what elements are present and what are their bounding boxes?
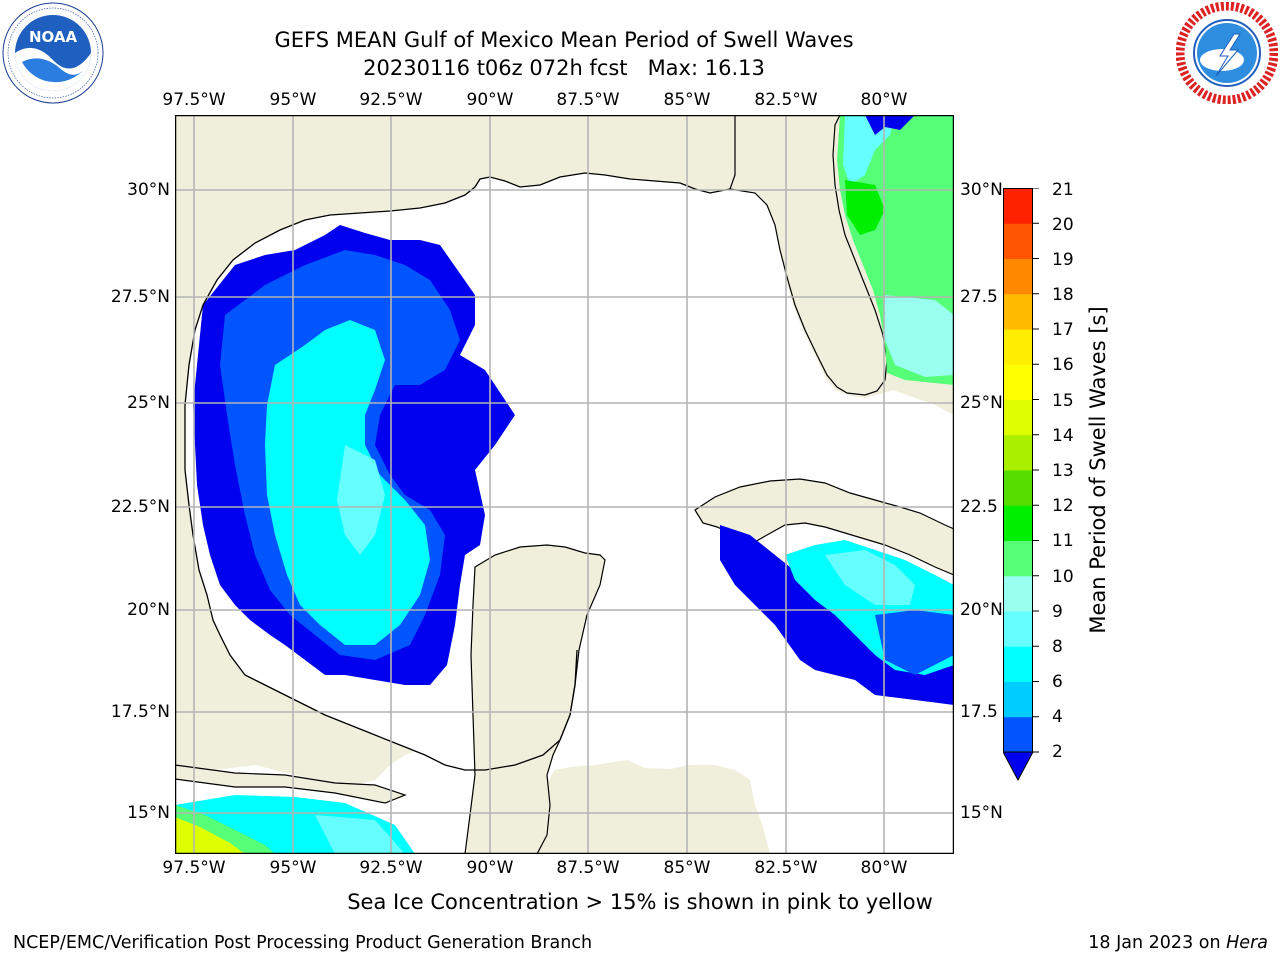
atlantic-swell-cyan: [843, 115, 895, 185]
lat-label-right: 17.5: [960, 702, 998, 722]
colorbar-tick: 19: [1052, 250, 1074, 270]
colorbar-segment: [1003, 399, 1033, 436]
lon-label-top: 87.5°W: [556, 90, 620, 110]
colorbar: [1002, 187, 1043, 792]
colorbar-segment: [1003, 188, 1033, 224]
colorbar-tick: 17: [1052, 320, 1074, 340]
caribbean-swell-mid: [875, 610, 954, 675]
pacific-swell-yellow: [175, 817, 245, 854]
colorbar-segment: [1003, 434, 1033, 471]
lat-label-right: 25°N: [960, 393, 1003, 413]
lon-label-bottom: 95°W: [269, 858, 317, 878]
lat-label-left: 30°N: [127, 180, 170, 200]
colorbar-tick: 10: [1052, 567, 1074, 587]
cuba-land: [694, 478, 954, 576]
colorbar-segment: [1003, 646, 1033, 682]
nws-logo: [1175, 1, 1279, 105]
colorbar-segment: [1003, 540, 1033, 577]
colorbar-segment: [1003, 364, 1033, 400]
coastline: [184, 172, 731, 771]
lat-label-left: 25°N: [127, 393, 170, 413]
lon-label-top: 95°W: [269, 90, 317, 110]
caribbean-swell-light: [825, 550, 915, 605]
footer-host: Hera: [1226, 933, 1268, 953]
lon-label-top: 92.5°W: [359, 90, 423, 110]
svg-text:NOAA: NOAA: [29, 28, 78, 46]
colorbar-extend-arrow: [1002, 751, 1034, 782]
colorbar-segment: [1003, 611, 1033, 647]
colorbar-segment: [1003, 293, 1033, 330]
lon-label-bottom: 87.5°W: [556, 858, 620, 878]
lat-label-right: 30°N: [960, 180, 1003, 200]
lat-label-left: 17.5°N: [110, 702, 170, 722]
colorbar-tick: 13: [1052, 461, 1074, 481]
lon-label-bottom: 97.5°W: [162, 858, 226, 878]
colorbar-segment: [1003, 470, 1033, 506]
colorbar-tick: 2: [1052, 742, 1063, 762]
graticule: [175, 115, 954, 854]
lat-label-right: 20°N: [960, 600, 1003, 620]
colorbar-segment: [1003, 258, 1033, 295]
map-panel: [174, 114, 955, 855]
colorbar-tick: 8: [1052, 637, 1063, 657]
colorbar-tick: 11: [1052, 531, 1074, 551]
lon-label-top: 97.5°W: [162, 90, 226, 110]
colorbar-graphic: [1002, 187, 1039, 782]
lat-label-right: 15°N: [960, 803, 1003, 823]
colorbar-tick: 16: [1052, 355, 1074, 375]
colorbar-tick: 4: [1052, 707, 1063, 727]
bahamas-swell: [883, 295, 954, 377]
footer-date: 18 Jan 2023 on Hera: [1088, 933, 1268, 953]
colorbar-tick: 14: [1052, 426, 1074, 446]
atlantic-swell-blue: [865, 115, 915, 135]
pacific-swell-light: [315, 815, 405, 854]
map-subtitle: 20230116 t06z 072h fcst Max: 16.13: [363, 56, 765, 80]
lat-label-left: 20°N: [127, 600, 170, 620]
lon-label-bottom: 80°W: [860, 858, 908, 878]
sea-ice-note: Sea Ice Concentration > 15% is shown in …: [347, 890, 933, 914]
colorbar-label: Mean Period of Swell Waves [s]: [1086, 306, 1110, 634]
colorbar-tick: 15: [1052, 391, 1074, 411]
lat-label-right: 22.5: [960, 497, 998, 517]
lon-label-top: 80°W: [860, 90, 908, 110]
colorbar-tick: 9: [1052, 602, 1063, 622]
lon-label-bottom: 90°W: [466, 858, 514, 878]
footer-credit: NCEP/EMC/Verification Post Processing Pr…: [13, 933, 593, 953]
map-canvas: [174, 114, 955, 855]
colorbar-border: [1003, 188, 1033, 753]
lat-label-left: 15°N: [127, 803, 170, 823]
gulf-swell-light: [337, 445, 385, 555]
atlantic-swell-deepgreen: [845, 180, 885, 235]
lon-label-top: 85°W: [663, 90, 711, 110]
lat-label-left: 22.5°N: [110, 497, 170, 517]
colorbar-tick: 18: [1052, 285, 1074, 305]
colorbar-segment: [1003, 329, 1033, 365]
lon-label-bottom: 85°W: [663, 858, 711, 878]
lon-label-bottom: 82.5°W: [754, 858, 818, 878]
colorbar-segment: [1003, 716, 1033, 753]
colorbar-segment: [1003, 681, 1033, 718]
colorbar-tick: 20: [1052, 215, 1074, 235]
lon-label-top: 82.5°W: [754, 90, 818, 110]
map-title: GEFS MEAN Gulf of Mexico Mean Period of …: [274, 28, 854, 52]
footer-date-text: 18 Jan 2023 on: [1088, 933, 1227, 953]
map-border: [174, 114, 955, 855]
colorbar-segment: [1003, 223, 1033, 259]
lon-label-bottom: 92.5°W: [359, 858, 423, 878]
colorbar-tick: 12: [1052, 496, 1074, 516]
central-america-land: [175, 764, 407, 804]
noaa-logo: NOAA: [2, 2, 104, 104]
florida-land: [729, 115, 888, 396]
colorbar-tick: 21: [1052, 180, 1074, 200]
lon-label-top: 90°W: [466, 90, 514, 110]
colorbar-segment: [1003, 575, 1033, 612]
lat-label-left: 27.5°N: [110, 287, 170, 307]
colorbar-tick: 6: [1052, 672, 1063, 692]
colorbar-segment: [1003, 505, 1033, 541]
lat-label-right: 27.5: [960, 287, 998, 307]
